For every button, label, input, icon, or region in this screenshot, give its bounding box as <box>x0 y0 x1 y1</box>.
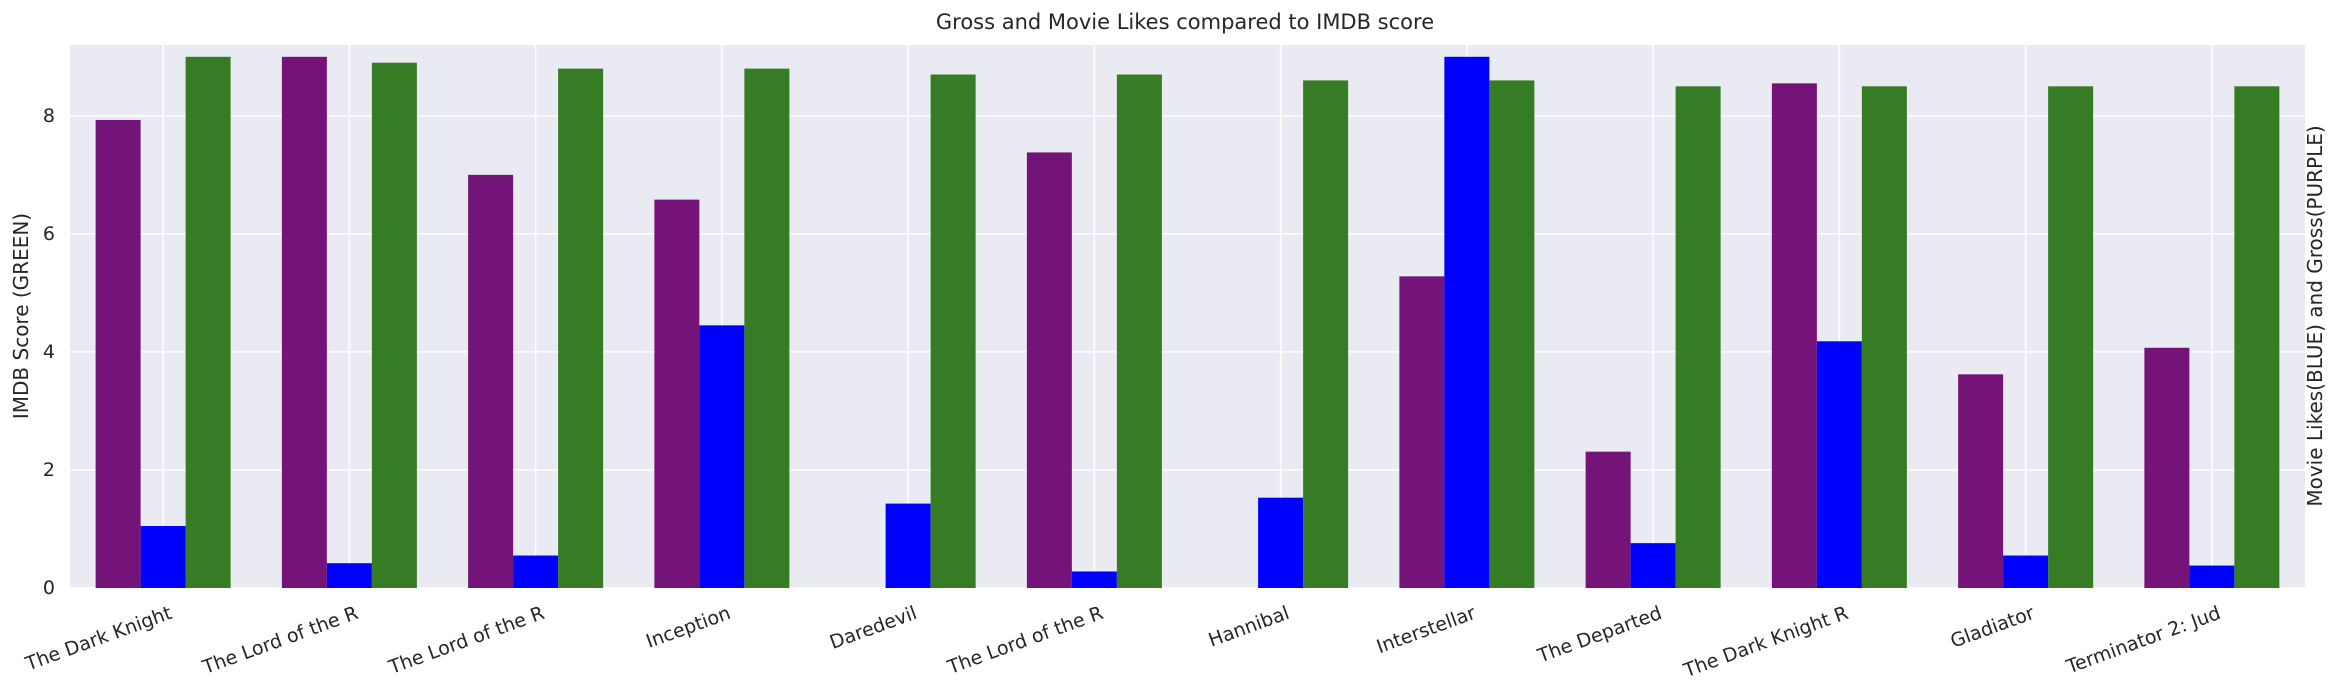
bar <box>1958 374 2004 588</box>
bar <box>185 56 231 589</box>
x-tick-label: The Lord of the R <box>199 602 361 679</box>
chart-title: Gross and Movie Likes compared to IMDB s… <box>936 10 1434 34</box>
x-tick-label: Hannibal <box>1206 602 1293 651</box>
x-tick-label: The Lord of the R <box>385 602 547 679</box>
y-tick-label: 2 <box>43 459 55 481</box>
y-tick-label: 6 <box>43 223 55 245</box>
bar <box>1630 543 1676 588</box>
bar <box>1585 451 1631 588</box>
x-tick-label: Gladiator <box>1948 602 2038 653</box>
bar <box>654 199 700 588</box>
bar <box>326 563 372 588</box>
bar <box>744 68 790 588</box>
bar <box>1444 56 1490 589</box>
bars <box>95 56 2280 589</box>
bar <box>513 555 559 588</box>
bar <box>2048 86 2094 588</box>
x-tick-label: Daredevil <box>827 602 920 654</box>
x-tick-label: Terminator 2: Jud <box>2063 602 2224 678</box>
bar <box>140 526 186 588</box>
y-tick-label: 0 <box>43 577 55 599</box>
bar <box>2144 347 2190 588</box>
bar <box>1303 80 1349 589</box>
y-axis-ticks: 0 2 4 6 8 <box>43 105 55 599</box>
bar <box>558 68 604 588</box>
bar <box>1861 86 1907 588</box>
bar <box>1071 571 1117 588</box>
bar <box>95 119 141 588</box>
bar <box>1116 74 1162 589</box>
bar <box>1771 83 1817 588</box>
grid-lines <box>70 45 2305 589</box>
bar <box>885 503 931 588</box>
y-axis-label: IMDB Score (GREEN) <box>9 213 33 419</box>
x-tick-label: The Lord of the R <box>944 602 1106 679</box>
x-tick-label: Interstellar <box>1374 602 1479 658</box>
bar <box>468 174 514 588</box>
bar <box>1489 80 1535 589</box>
bar <box>371 62 417 588</box>
bar <box>2234 86 2280 588</box>
x-tick-label: The Dark Knight R <box>1680 602 1851 682</box>
plot-background <box>70 45 2305 588</box>
x-tick-label: The Departed <box>1534 602 1665 668</box>
x-tick-label: Inception <box>643 602 733 653</box>
bar <box>2003 555 2049 588</box>
x-tick-label: The Dark Knight <box>22 602 175 676</box>
bar <box>930 74 976 589</box>
bar <box>1816 341 1862 588</box>
bar <box>1026 152 1072 589</box>
bar <box>2189 565 2235 588</box>
bar <box>1258 497 1304 588</box>
y-axis-label-right: Movie Likes(BLUE) and Gross(PURPLE) <box>2303 125 2327 506</box>
bar <box>1399 276 1445 588</box>
bar <box>699 325 745 588</box>
y-tick-label: 8 <box>43 105 55 127</box>
y-tick-label: 4 <box>43 341 55 363</box>
bar <box>281 56 327 589</box>
x-axis-ticks: The Dark Knight The Lord of the R The Lord… <box>22 602 2224 682</box>
bar <box>1675 86 1721 588</box>
